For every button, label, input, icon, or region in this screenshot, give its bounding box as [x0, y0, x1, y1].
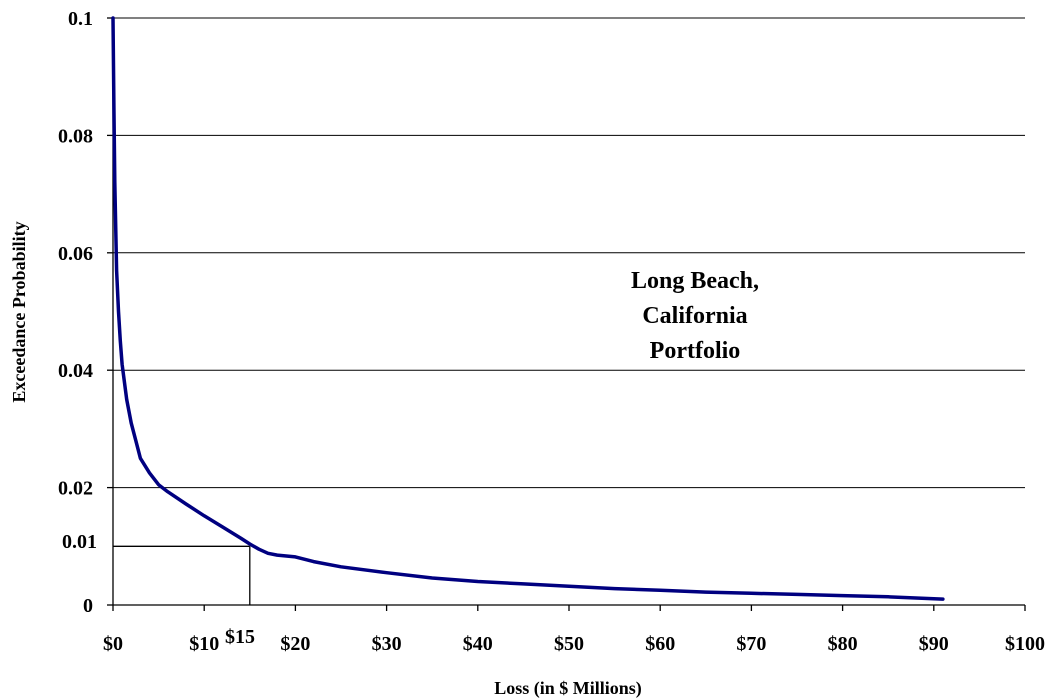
x-tick-label-8: $80: [828, 633, 858, 655]
x-tick-label-4: $40: [463, 633, 493, 655]
y-tick-label-0: 0: [83, 595, 93, 617]
x-tick-label-0: $0: [103, 633, 123, 655]
series-line-0: [111, 16, 945, 601]
marker-lines: [113, 545, 251, 605]
x-tick-label-3: $30: [372, 633, 402, 655]
y-axis-title: Exceedance Probability: [9, 221, 29, 402]
y-tick-label-4: 0.08: [58, 125, 93, 147]
marker-y-label: 0.01: [62, 531, 97, 553]
x-tick-label-2: $20: [280, 633, 310, 655]
y-tick-label-2: 0.04: [58, 360, 93, 382]
x-tick-label-5: $50: [554, 633, 584, 655]
x-axis-title: Loss (in $ Millions): [494, 678, 642, 699]
y-tick-labels: 0 0.02 0.04 0.06 0.08 0.1: [58, 8, 93, 617]
portfolio-label-line-1: Long Beach,: [631, 268, 759, 294]
x-tick-label-10: $100: [1005, 633, 1045, 655]
series-group: [111, 16, 945, 601]
x-tick-labels: $0 $10 $20 $30 $40 $50 $60 $70 $80 $90 $100: [103, 633, 1045, 655]
x-tick-label-9: $90: [919, 633, 949, 655]
marker-x-label: $15: [225, 626, 255, 648]
y-tick-label-3: 0.06: [58, 243, 93, 265]
x-tick-label-1: $10: [189, 633, 219, 655]
x-tick-label-6: $60: [645, 633, 675, 655]
x-tick-label-7: $70: [736, 633, 766, 655]
axes: [107, 17, 1026, 611]
y-tick-label-5: 0.1: [68, 8, 93, 30]
portfolio-label-line-2: California: [642, 303, 747, 329]
gridlines: [113, 17, 1025, 489]
portfolio-label-line-3: Portfolio: [650, 338, 741, 364]
y-tick-label-1: 0.02: [58, 478, 93, 500]
